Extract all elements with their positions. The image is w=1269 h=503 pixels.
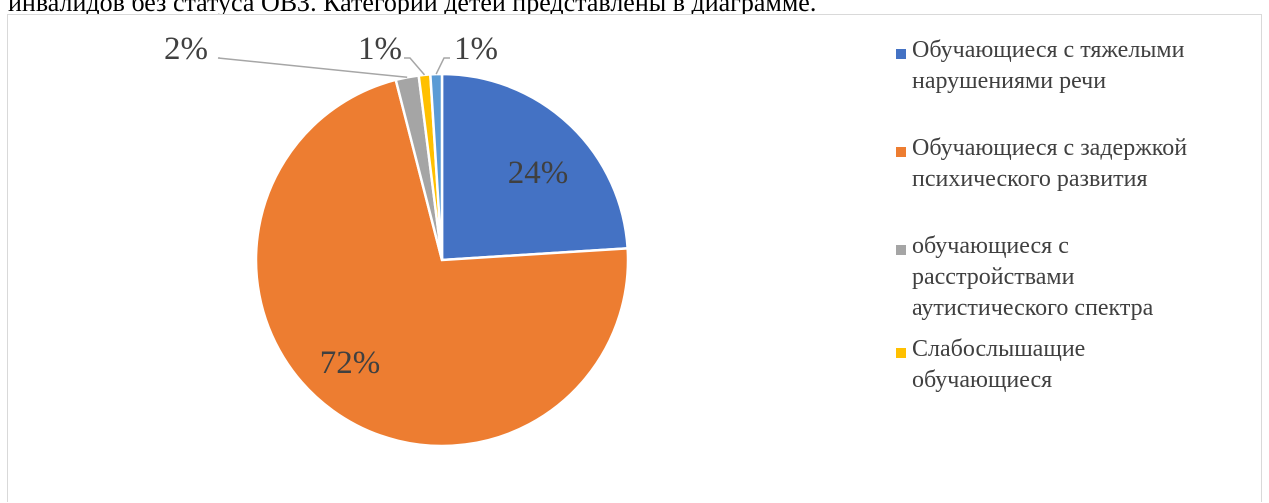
slice-label: 1% xyxy=(358,31,402,67)
slice-label: 24% xyxy=(508,155,569,191)
legend-label: Слабослышащие обучающиеся xyxy=(912,336,1086,393)
slice-label: 2% xyxy=(164,31,208,67)
legend-label: обучающиеся с расстройствами аутистическ… xyxy=(912,233,1154,321)
legend-swatch-gray xyxy=(896,245,906,255)
legend-label: Обучающиеся с задержкой психического раз… xyxy=(912,135,1188,192)
intro-text: инвалидов без статуса ОВЗ. Категории дет… xyxy=(8,0,817,17)
slice-labels: 24% 72% 2% 1% 1% xyxy=(164,31,568,381)
legend-label: Обучающиеся с тяжелыми нарушениями речи xyxy=(912,37,1185,94)
legend-item-zpr: Обучающиеся с задержкой психического раз… xyxy=(896,133,1256,195)
slice-label: 72% xyxy=(320,345,381,381)
leader-line xyxy=(435,57,450,75)
chart-area: 24% 72% 2% 1% 1% Обучающиеся с тяжелыми нару… xyxy=(7,14,1262,502)
pie-chart: 24% 72% 2% 1% 1% xyxy=(164,31,630,448)
chart-legend: Обучающиеся с тяжелыми нарушениями речи … xyxy=(896,35,1256,396)
legend-swatch-yellow xyxy=(896,348,906,358)
leader-line xyxy=(404,57,426,76)
legend-item-hearing: Слабослышащие обучающиеся xyxy=(896,334,1256,396)
slice-zpr xyxy=(254,78,630,448)
legend-item-autism: обучающиеся с расстройствами аутистическ… xyxy=(896,231,1256,324)
slice-speech xyxy=(440,72,629,262)
slice-label: 1% xyxy=(454,31,498,67)
legend-swatch-orange xyxy=(896,147,906,157)
leader-lines xyxy=(217,57,450,79)
legend-item-speech: Обучающиеся с тяжелыми нарушениями речи xyxy=(896,35,1256,97)
pie-slices xyxy=(254,72,630,448)
leader-line xyxy=(217,57,408,79)
legend-swatch-blue xyxy=(896,49,906,59)
